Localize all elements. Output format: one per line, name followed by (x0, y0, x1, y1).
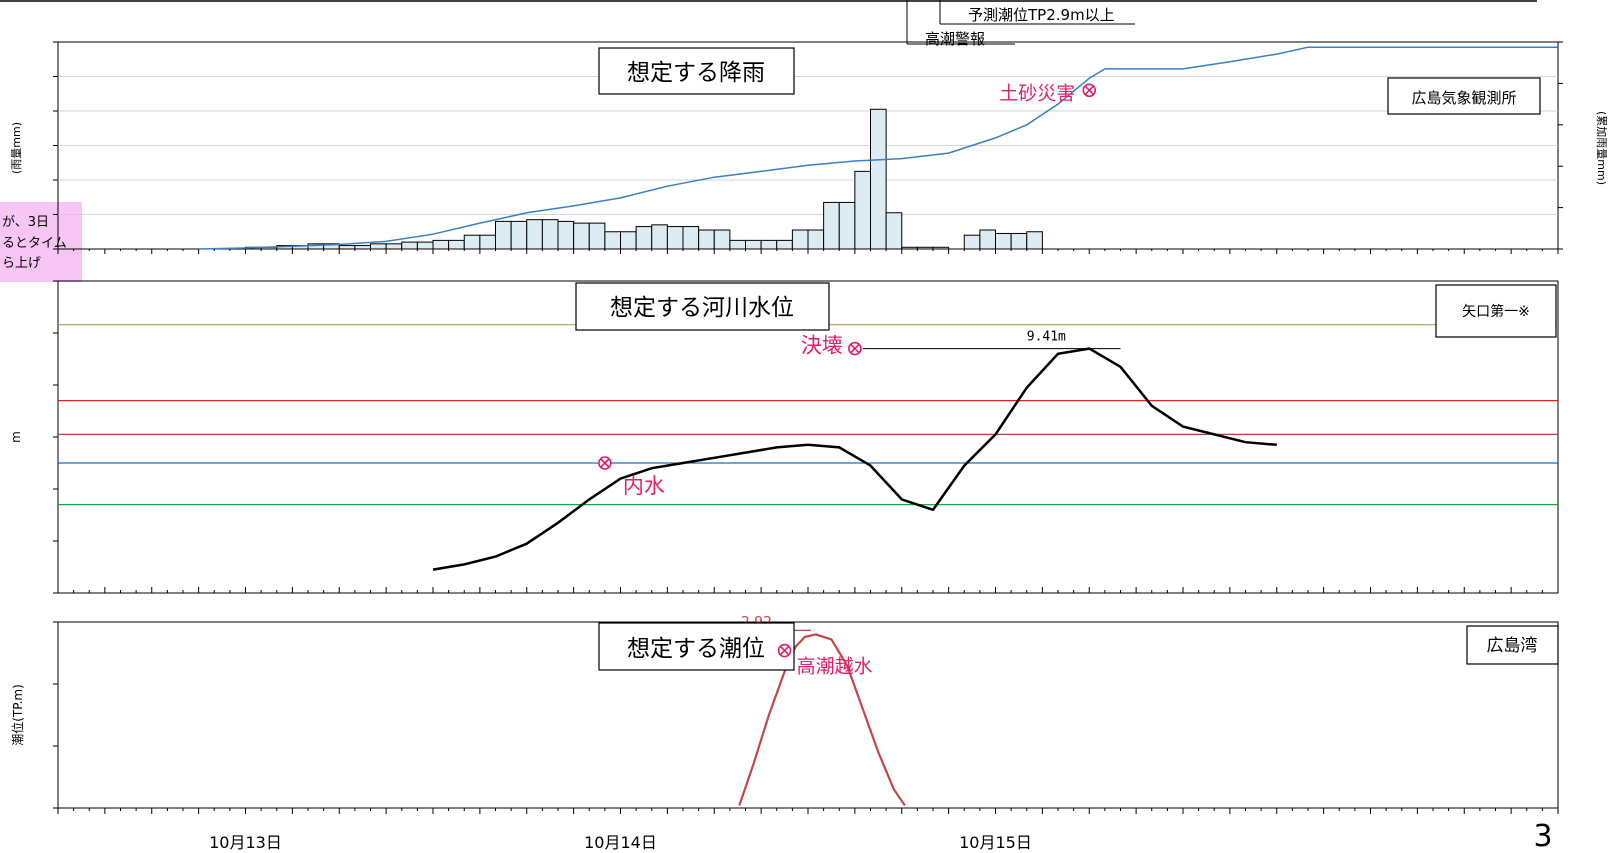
river-peak-label: 9.41m (1027, 330, 1066, 345)
rainfall-bar (1010, 232, 1028, 250)
river-level-panel: 9.41m m 想定する河川水位 矢口第一※ 内水 決壊 (9, 280, 1559, 594)
side-note-line: ら上げ (2, 256, 41, 271)
river-title: 想定する河川水位 (610, 295, 794, 321)
rainfall-bar (729, 239, 746, 250)
rainfall-bar (495, 220, 512, 250)
rainfall-gridlines (58, 76, 1558, 215)
rainfall-bar (385, 243, 403, 250)
cumulative-rain-line (198, 46, 1558, 250)
rainfall-y-ticks (53, 41, 58, 250)
river-reference-levels (58, 324, 1558, 506)
rainfall-bar (995, 232, 1012, 250)
side-note (0, 202, 82, 282)
tide-title-box (598, 622, 795, 671)
levee-breach-marker-icon (848, 341, 862, 356)
rainfall-bar (791, 229, 809, 250)
tide-station-label: 広島湾 (1487, 636, 1538, 656)
inland-flood-annotation: 内水 (623, 474, 665, 498)
rainfall-bar (807, 229, 825, 250)
storm-surge-warning-label: 高潮警報 (925, 30, 985, 48)
rainfall-bar (588, 222, 606, 250)
rainfall-bar (823, 201, 840, 250)
day-label: 10月15日 (959, 833, 1032, 852)
tide-y-ticks (53, 621, 58, 809)
rainfall-bar (932, 246, 950, 250)
river-y-ticks (53, 280, 58, 594)
rainfall-bar (416, 241, 434, 250)
river-station-label: 矢口第一※ (1462, 303, 1530, 320)
landslide-marker-icon (1082, 83, 1097, 98)
rainfall-bar (854, 170, 871, 250)
rainfall-bar (557, 220, 575, 250)
river-level-line (432, 347, 1277, 571)
levee-breach-annotation: 決壊 (801, 334, 843, 358)
rainfall-station-box (1387, 77, 1541, 115)
rainfall-station-label: 広島気象観測所 (1411, 89, 1516, 107)
rainfall-y-axis-label: (雨量mm) (10, 122, 23, 174)
rainfall-bar (760, 239, 778, 250)
rainfall-bar (370, 243, 387, 250)
rainfall-bar (901, 246, 918, 250)
rainfall-bars (245, 108, 1043, 250)
tide-station-box (1466, 625, 1559, 665)
rainfall-title: 想定する降雨 (627, 60, 765, 86)
rainfall-bar (916, 246, 934, 250)
rainfall-bar (573, 222, 590, 250)
rainfall-bar (776, 239, 793, 250)
side-note-line: るとタイム (2, 236, 67, 251)
river-title-box (575, 282, 830, 331)
rainfall-bar (448, 239, 465, 250)
cumulative-y-axis-label: (累加雨量mm) (1595, 111, 1608, 185)
rainfall-x-tick-marks (57, 249, 1559, 254)
cumulative-y-ticks (1558, 41, 1563, 250)
side-note-line: が、3日 (2, 215, 49, 230)
rainfall-bar (745, 239, 762, 250)
river-y-axis-label: m (9, 431, 23, 443)
day-label: 10月14日 (584, 833, 657, 852)
tide-level-line (738, 633, 906, 807)
rainfall-bar (698, 229, 715, 250)
rainfall-bar (354, 245, 371, 250)
tide-level-panel: 2.92 潮位(TP.m) 想定する潮位 広島湾 高潮越水 (10, 614, 1559, 814)
inland-flood-marker-icon (598, 456, 612, 470)
rainfall-bar (870, 108, 887, 250)
rainfall-bar (713, 229, 731, 250)
rainfall-bar (963, 234, 981, 250)
rainfall-bar (401, 241, 418, 250)
forecast-tide-label: 予測潮位TP2.9m以上 (968, 6, 1115, 24)
tide-title: 想定する潮位 (627, 636, 765, 662)
rainfall-bar (510, 220, 528, 250)
rainfall-bar (604, 231, 621, 250)
rainfall-panel: (雨量mm) (累加雨量mm) 想定する降雨 広島気象観測所 土砂災害 (10, 41, 1608, 254)
rainfall-bar (666, 226, 684, 250)
rainfall-bar (620, 231, 637, 250)
rainfall-bar (479, 234, 496, 250)
river-x-tick-marks (57, 587, 1559, 593)
rainfall-bar (838, 201, 856, 250)
river-station-box (1435, 284, 1557, 338)
storm-surge-overtopping-annotation: 高潮越水 (797, 656, 873, 678)
rainfall-bar (463, 234, 481, 250)
rainfall-bar (885, 212, 903, 250)
rainfall-bar (432, 239, 450, 250)
rainfall-bar (635, 226, 653, 250)
rainfall-bar (526, 219, 543, 250)
day-label: 10月13日 (209, 833, 282, 852)
storm-surge-overtopping-marker-icon (777, 643, 792, 658)
rainfall-bar (1026, 231, 1043, 250)
rainfall-bar (541, 219, 559, 250)
page-number: 3 (1533, 819, 1552, 853)
rainfall-title-box (598, 47, 795, 95)
landslide-annotation: 土砂災害 (999, 82, 1075, 104)
rainfall-bar (651, 224, 668, 250)
rainfall-bar (338, 245, 356, 250)
tide-y-axis-label: 潮位(TP.m) (10, 684, 25, 746)
rainfall-bar (682, 226, 700, 250)
x-axis-hour-ticks (57, 808, 1559, 814)
rainfall-bar (979, 229, 996, 250)
tide-plot-frame (57, 621, 1559, 809)
